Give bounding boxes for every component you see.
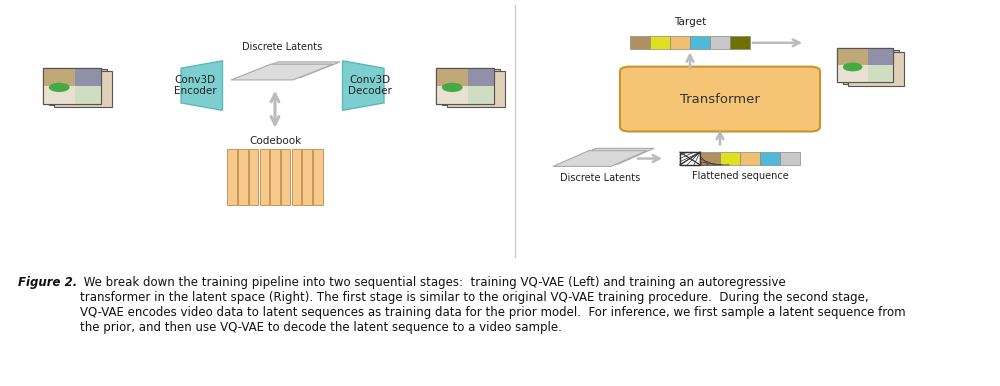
- Bar: [48, 69, 106, 105]
- Bar: [837, 48, 868, 65]
- Bar: [670, 37, 690, 49]
- Bar: [650, 37, 670, 49]
- Bar: [700, 152, 720, 165]
- Bar: [313, 149, 323, 205]
- Text: Codebook: Codebook: [249, 135, 301, 146]
- Text: Transformer: Transformer: [680, 93, 760, 106]
- Bar: [630, 37, 650, 49]
- Bar: [468, 86, 494, 103]
- Bar: [447, 71, 505, 107]
- Bar: [740, 152, 760, 165]
- Circle shape: [843, 63, 862, 71]
- Bar: [690, 37, 710, 49]
- Bar: [43, 68, 75, 86]
- Bar: [260, 149, 269, 205]
- Bar: [468, 68, 494, 86]
- Bar: [43, 68, 101, 103]
- Text: Conv3D
Decoder: Conv3D Decoder: [348, 75, 392, 96]
- Bar: [730, 37, 750, 49]
- Bar: [54, 71, 112, 107]
- Bar: [868, 48, 893, 65]
- Circle shape: [442, 83, 463, 92]
- Polygon shape: [560, 148, 654, 164]
- Text: We break down the training pipeline into two sequential stages:  training VQ-VAE: We break down the training pipeline into…: [80, 276, 906, 334]
- Bar: [436, 68, 468, 86]
- Polygon shape: [238, 62, 340, 78]
- Bar: [302, 149, 312, 205]
- Bar: [75, 68, 101, 86]
- Bar: [227, 149, 237, 205]
- Text: Conv3D
Encoder: Conv3D Encoder: [174, 75, 216, 96]
- Polygon shape: [231, 64, 333, 80]
- Bar: [75, 86, 101, 103]
- Bar: [436, 68, 494, 103]
- Bar: [680, 152, 700, 165]
- Bar: [43, 68, 101, 103]
- Polygon shape: [553, 151, 647, 166]
- Bar: [249, 149, 258, 205]
- Bar: [281, 149, 290, 205]
- Bar: [843, 50, 899, 84]
- Text: Figure 2.: Figure 2.: [18, 276, 77, 289]
- Bar: [436, 68, 494, 103]
- Bar: [837, 48, 893, 82]
- Bar: [720, 152, 740, 165]
- Bar: [837, 65, 868, 82]
- Bar: [837, 48, 893, 82]
- Text: Target: Target: [674, 17, 706, 27]
- Text: Discrete Latents: Discrete Latents: [242, 42, 322, 52]
- Bar: [43, 86, 75, 103]
- Bar: [780, 152, 800, 165]
- Bar: [837, 48, 893, 82]
- Bar: [238, 149, 248, 205]
- Bar: [710, 37, 730, 49]
- Bar: [436, 68, 494, 103]
- FancyBboxPatch shape: [620, 67, 820, 132]
- Bar: [760, 152, 780, 165]
- Polygon shape: [181, 61, 222, 110]
- Bar: [43, 68, 101, 103]
- Bar: [868, 65, 893, 82]
- Text: Flattened sequence: Flattened sequence: [692, 171, 788, 181]
- Bar: [270, 149, 280, 205]
- Polygon shape: [342, 61, 384, 110]
- Text: Discrete Latents: Discrete Latents: [560, 173, 640, 183]
- Bar: [436, 86, 468, 103]
- Bar: [680, 152, 700, 165]
- Bar: [442, 69, 500, 105]
- Circle shape: [49, 83, 70, 92]
- Bar: [292, 149, 301, 205]
- Bar: [848, 52, 904, 86]
